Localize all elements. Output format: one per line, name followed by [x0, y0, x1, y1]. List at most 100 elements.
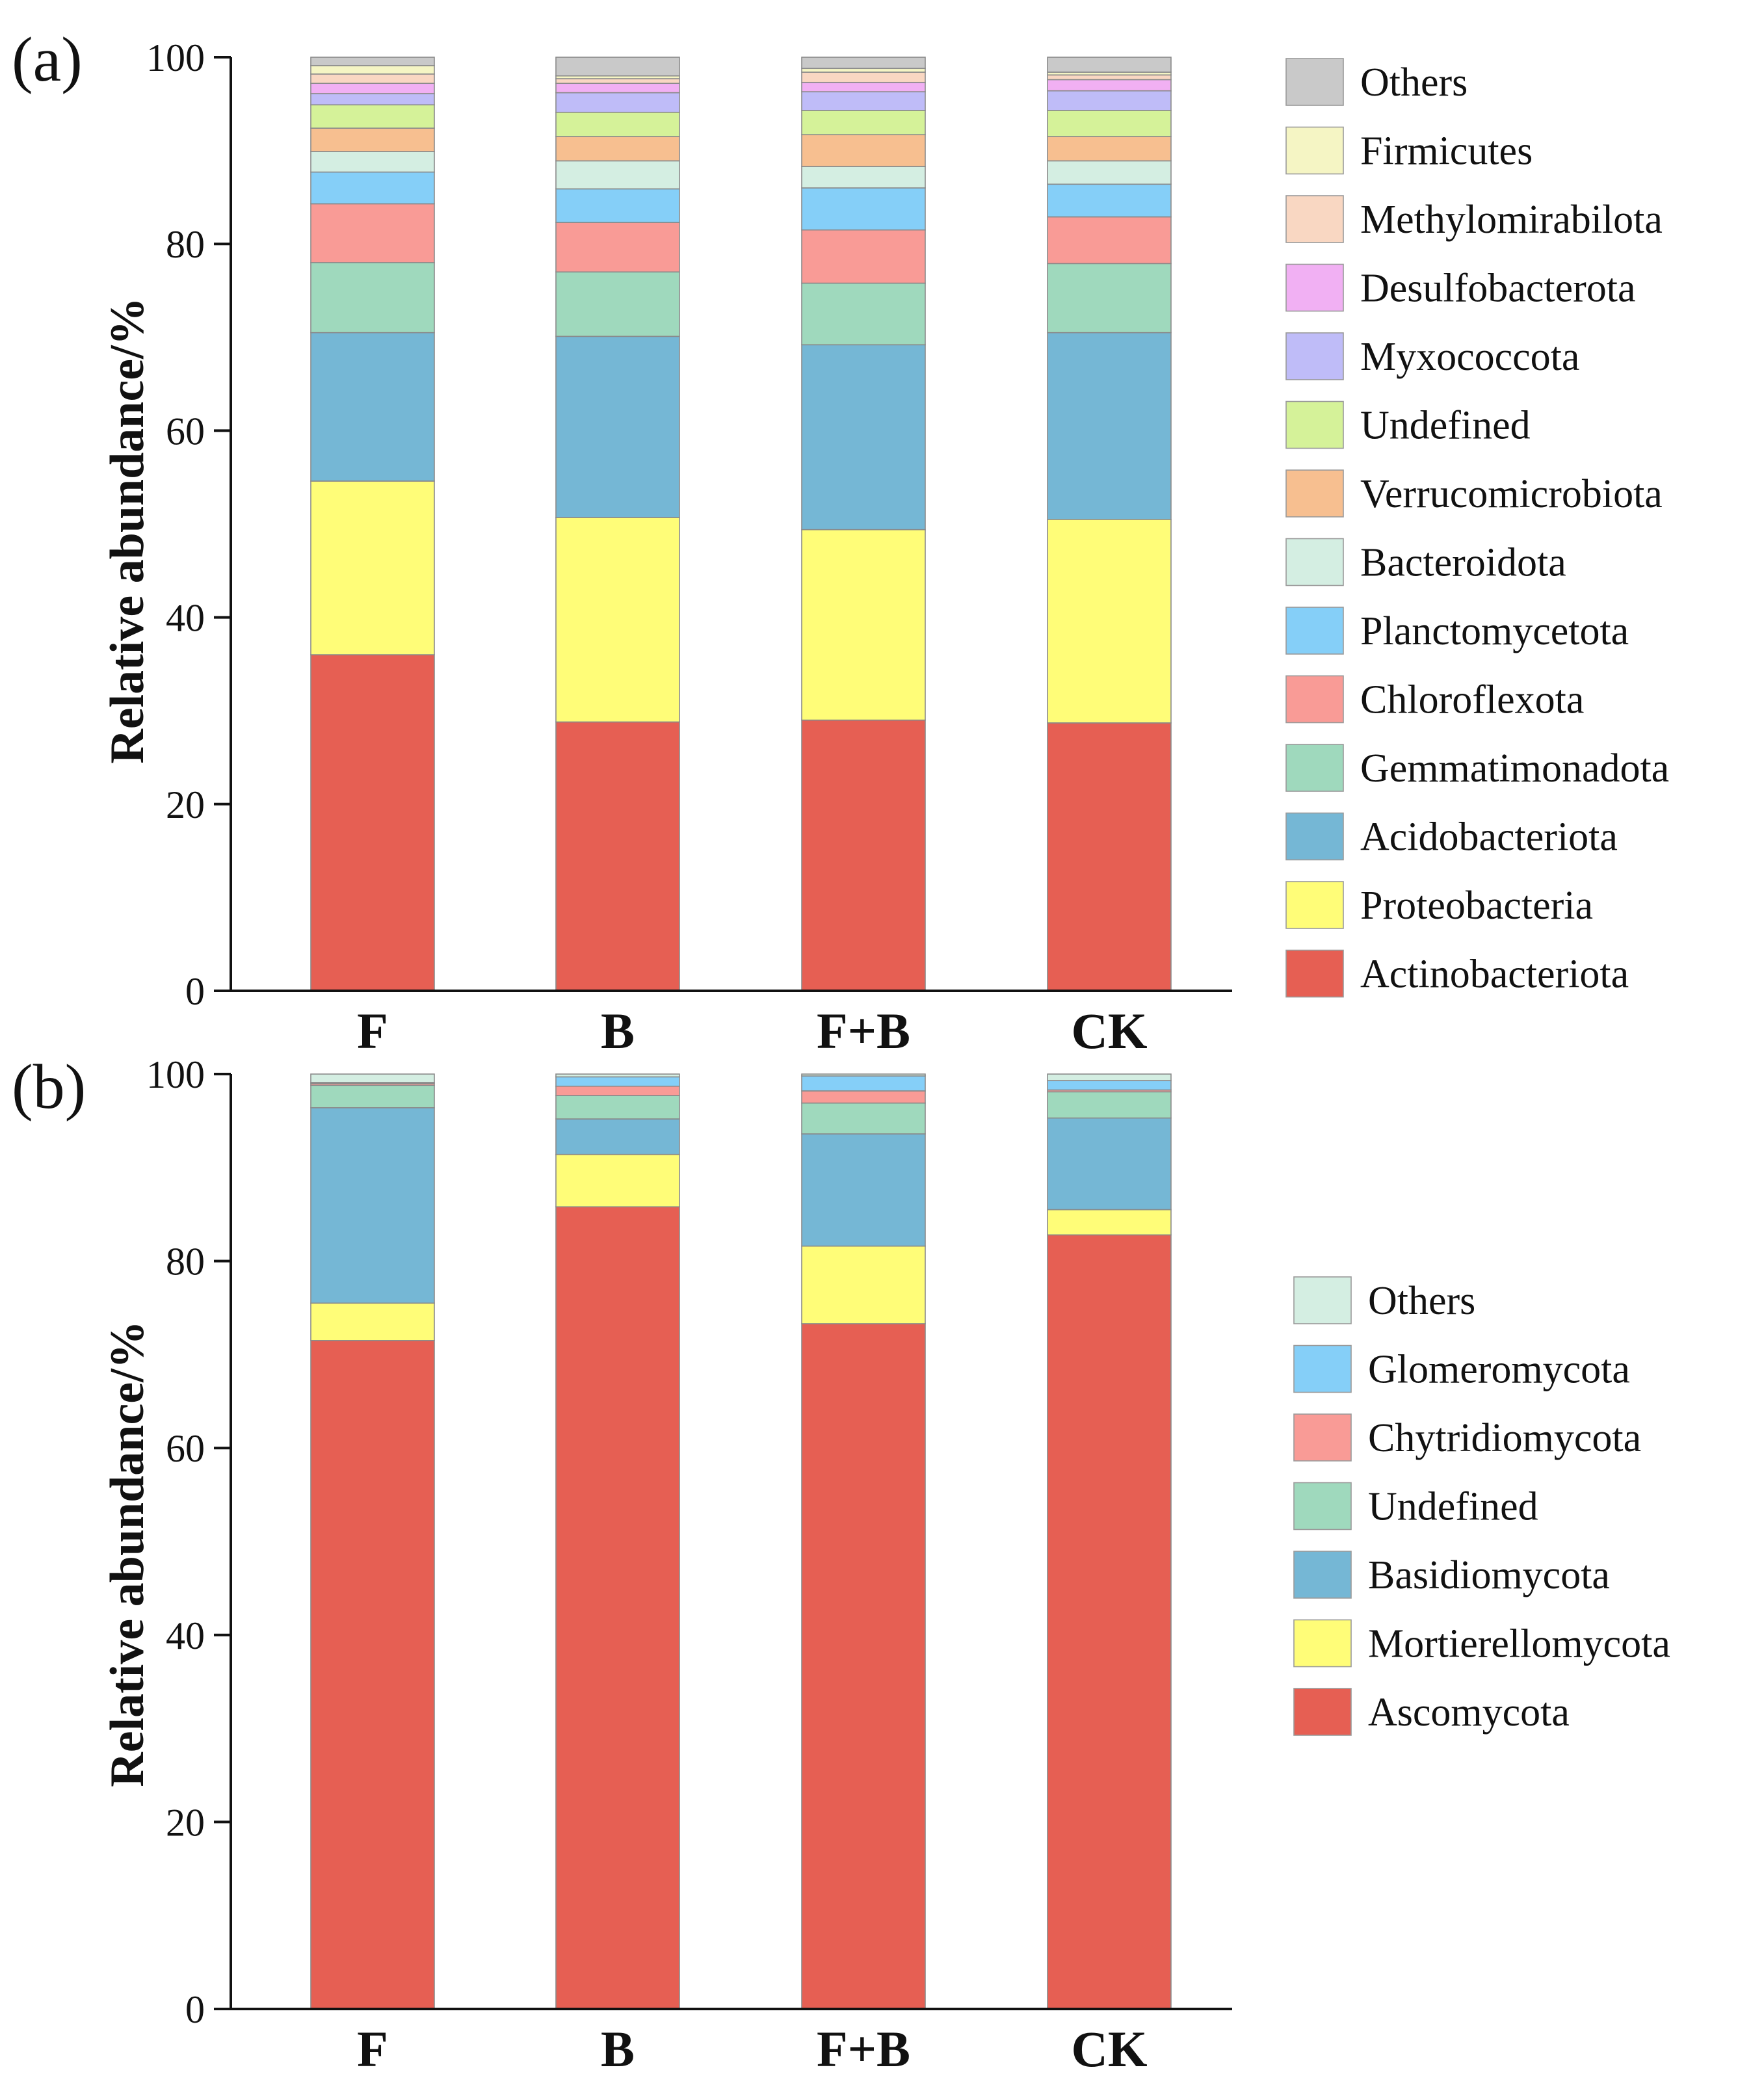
bar-segment-acidobacteriota-b — [555, 335, 680, 518]
legend-swatch — [1285, 58, 1344, 106]
y-tick-label: 60 — [166, 1427, 205, 1470]
bar-segment-proteobacteria-fplusb — [801, 529, 926, 721]
bar-segment-undefined-f — [310, 104, 435, 129]
bar-segment-basidiomycota-ck — [1047, 1117, 1172, 1211]
legend-swatch — [1293, 1482, 1352, 1530]
bar-stack-group — [310, 57, 1172, 991]
legend-label: Undefined — [1360, 404, 1531, 448]
bar-segment-undefined-ck — [1047, 1091, 1172, 1119]
legend-item: Actinobacteriota — [1285, 949, 1629, 998]
legend-label: Glomeromycota — [1368, 1348, 1630, 1392]
legend-swatch — [1285, 744, 1344, 792]
bar-segment-myxococcota-b — [555, 92, 680, 113]
axes: F B F+B CK 0 20 40 60 80 100 — [146, 36, 1232, 1059]
legend-item: Proteobacteria — [1285, 881, 1593, 929]
bar-segment-chloroflexota-fplusb — [801, 229, 926, 284]
legend-swatch — [1293, 1688, 1352, 1736]
bar-segment-others-b — [555, 1073, 680, 1078]
legend-item: Basidiomycota — [1293, 1551, 1610, 1599]
bar-segment-mortierellomycota-f — [310, 1302, 435, 1341]
legend-swatch — [1285, 195, 1344, 243]
bar-segment-planctomycetota-f — [310, 171, 435, 205]
legend-item: Planctomycetota — [1285, 607, 1629, 655]
legend-label: Planctomycetota — [1360, 609, 1629, 653]
bar-segment-proteobacteria-b — [555, 517, 680, 723]
bar-segment-gemmatimonadota-ck — [1047, 263, 1172, 334]
legend-swatch — [1285, 263, 1344, 312]
legend-item: Bacteroidota — [1285, 538, 1566, 586]
bar-segment-actinobacteriota-ck — [1047, 722, 1172, 991]
legend-label: Gemmatimonadota — [1360, 746, 1669, 791]
bar-segment-desulfobacterota-fplusb — [801, 81, 926, 92]
bar-stack-group — [310, 1073, 1172, 2010]
bar-segment-others-fplusb — [801, 57, 926, 70]
legend-label: Undefined — [1368, 1485, 1538, 1529]
bar-segment-methylomirabilota-f — [310, 73, 435, 85]
x-tick-label: B — [601, 2021, 635, 2077]
bar-segment-ascomycota-b — [555, 1206, 680, 2010]
legend-label: Others — [1360, 60, 1468, 105]
bar-segment-methylomirabilota-ck — [1047, 74, 1172, 81]
bar-segment-verrucomicrobiota-b — [555, 136, 680, 162]
bar-segment-actinobacteriota-b — [555, 721, 680, 991]
y-tick-label: 80 — [166, 1240, 205, 1283]
legend-swatch — [1285, 400, 1344, 449]
bar-segment-actinobacteriota-fplusb — [801, 719, 926, 991]
bar-segment-myxococcota-f — [310, 93, 435, 106]
bar-segment-ascomycota-f — [310, 1340, 435, 2010]
bar-segment-firmicutes-f — [310, 65, 435, 75]
bar-segment-undefined-fplusb — [801, 1102, 926, 1135]
legend-label: Verrucomicrobiota — [1360, 472, 1663, 516]
x-tick-label: F+B — [817, 1003, 910, 1059]
bar-segment-chytridiomycota-fplusb — [801, 1090, 926, 1104]
y-tick-label: 60 — [166, 410, 205, 453]
legend-item: Desulfobacterota — [1285, 263, 1635, 312]
y-tick-label: 100 — [146, 36, 205, 79]
bar-segment-desulfobacterota-b — [555, 83, 680, 94]
legend-swatch — [1285, 469, 1344, 518]
bar-segment-basidiomycota-f — [310, 1107, 435, 1304]
legend-label: Methylomirabilota — [1360, 198, 1663, 242]
bar-segment-bacteroidota-f — [310, 151, 435, 173]
y-tick-label: 20 — [166, 783, 205, 826]
bar-segment-myxococcota-fplusb — [801, 91, 926, 111]
bar-segment-verrucomicrobiota-ck — [1047, 136, 1172, 162]
bar-segment-bacteroidota-fplusb — [801, 166, 926, 189]
bar-segment-planctomycetota-b — [555, 188, 680, 223]
legend-item: Undefined — [1293, 1482, 1538, 1530]
bar-segment-undefined-fplusb — [801, 110, 926, 135]
legend-swatch — [1285, 812, 1344, 861]
y-tick-label: 100 — [146, 1053, 205, 1096]
legend-item: Acidobacteriota — [1285, 812, 1618, 861]
bar-segment-glomeromycota-ck — [1047, 1080, 1172, 1091]
legend-label: Bacteroidota — [1360, 541, 1566, 585]
bar-segment-others-ck — [1047, 57, 1172, 73]
bar-segment-others-b — [555, 57, 680, 77]
bar-segment-glomeromycota-b — [555, 1076, 680, 1087]
y-tick-label: 0 — [185, 970, 205, 1013]
y-tick-label: 0 — [185, 1988, 205, 2031]
bar-segment-desulfobacterota-ck — [1047, 79, 1172, 92]
legend-label: Ascomycota — [1368, 1690, 1570, 1735]
bar-segment-verrucomicrobiota-f — [310, 127, 435, 152]
bar-segment-gemmatimonadota-b — [555, 271, 680, 337]
legend-item: Others — [1293, 1276, 1475, 1324]
legend-swatch — [1285, 949, 1344, 998]
y-tick-label: 20 — [166, 1801, 205, 1844]
legend-item: Glomeromycota — [1293, 1345, 1630, 1393]
legend-swatch — [1285, 126, 1344, 175]
legend-label: Actinobacteriota — [1360, 952, 1629, 997]
legend-label: Firmicutes — [1360, 129, 1533, 174]
bar-segment-methylomirabilota-b — [555, 78, 680, 85]
legend-label: Others — [1368, 1279, 1475, 1323]
legend-swatch — [1293, 1551, 1352, 1599]
legend-swatch — [1285, 881, 1344, 929]
legend-item: Myxococcota — [1285, 332, 1579, 380]
bar-segment-mortierellomycota-b — [555, 1153, 680, 1207]
bar-segment-chytridiomycota-b — [555, 1085, 680, 1096]
bar-segment-chloroflexota-b — [555, 222, 680, 273]
bar-segment-undefined-b — [555, 111, 680, 137]
legend-label: Chytridiomycota — [1368, 1416, 1641, 1460]
bar-segment-undefined-b — [555, 1095, 680, 1120]
